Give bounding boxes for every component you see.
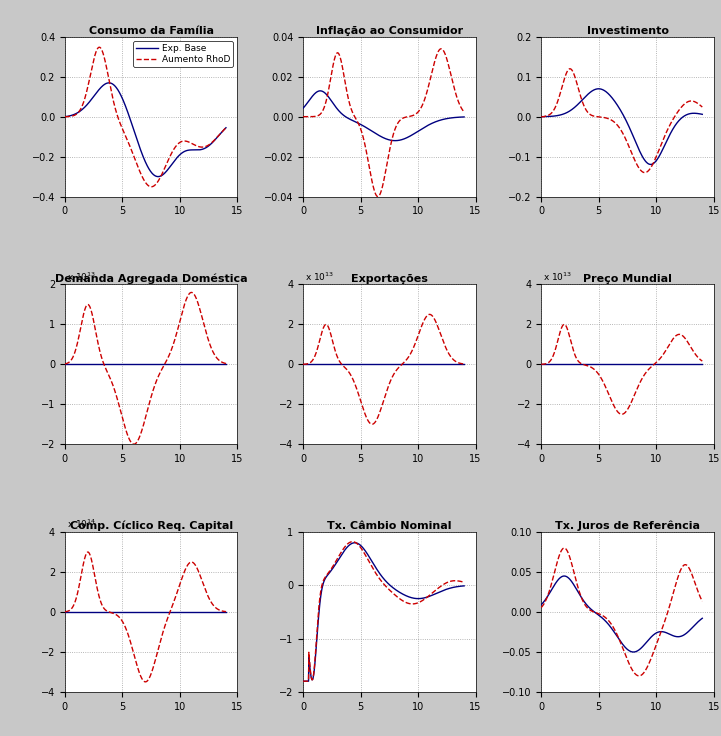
Title: Consumo da Família: Consumo da Família xyxy=(89,26,213,36)
Text: x 10$^{13}$: x 10$^{13}$ xyxy=(305,270,334,283)
Title: Inflação ao Consumidor: Inflação ao Consumidor xyxy=(316,26,463,36)
Text: x 10$^{13}$: x 10$^{13}$ xyxy=(543,270,572,283)
Title: Preço Mundial: Preço Mundial xyxy=(583,274,672,283)
Title: Tx. Juros de Referência: Tx. Juros de Referência xyxy=(555,521,700,531)
Title: Tx. Câmbio Nominal: Tx. Câmbio Nominal xyxy=(327,521,451,531)
Text: x 10$^{14}$: x 10$^{14}$ xyxy=(66,518,96,531)
Legend: Exp. Base, Aumento RhoD: Exp. Base, Aumento RhoD xyxy=(133,41,233,66)
Title: Demanda Agregada Doméstica: Demanda Agregada Doméstica xyxy=(55,273,247,283)
Text: x 10$^{13}$: x 10$^{13}$ xyxy=(66,270,96,283)
Title: Investimento: Investimento xyxy=(586,26,668,36)
Title: Exportações: Exportações xyxy=(351,274,428,283)
Title: Comp. Cíclico Req. Capital: Comp. Cíclico Req. Capital xyxy=(70,521,233,531)
